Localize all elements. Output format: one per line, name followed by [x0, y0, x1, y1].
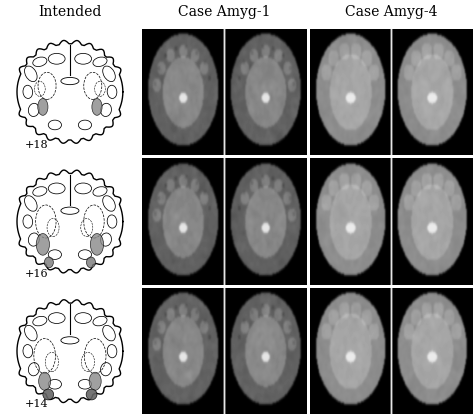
Text: +18: +18	[25, 140, 49, 150]
Ellipse shape	[91, 233, 104, 255]
Text: +16: +16	[25, 270, 49, 280]
Ellipse shape	[36, 233, 49, 255]
Polygon shape	[17, 40, 123, 143]
Ellipse shape	[86, 257, 95, 268]
Ellipse shape	[38, 99, 48, 115]
Polygon shape	[17, 170, 123, 273]
Ellipse shape	[86, 389, 97, 400]
Text: Case Amyg-4: Case Amyg-4	[345, 5, 438, 19]
Text: Case Amyg-1: Case Amyg-1	[178, 5, 270, 19]
Ellipse shape	[43, 389, 54, 400]
Ellipse shape	[89, 372, 101, 390]
Ellipse shape	[92, 99, 102, 115]
Ellipse shape	[45, 257, 54, 268]
Ellipse shape	[39, 372, 51, 390]
Text: +14: +14	[25, 399, 49, 409]
Polygon shape	[17, 300, 123, 403]
Text: Intended: Intended	[38, 5, 101, 19]
